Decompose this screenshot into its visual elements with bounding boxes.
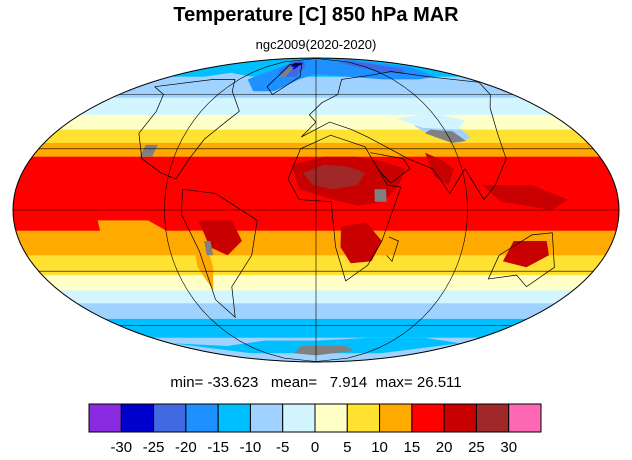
colorbar-box (411, 403, 445, 433)
colorbar-tick-label: 25 (468, 439, 485, 456)
colorbar-box (120, 403, 155, 433)
missing-data-patch (139, 144, 158, 157)
temperature-region (482, 185, 568, 210)
map-fill (13, 58, 619, 362)
temperature-region (198, 220, 242, 256)
colorbar-box (379, 403, 413, 433)
meridian-line (164, 58, 317, 362)
colorbar-tick-label: 15 (404, 439, 421, 456)
coastline (181, 188, 258, 319)
colorbar-tick-label: -30 (110, 439, 132, 456)
colorbar-tick-label: 10 (371, 439, 388, 456)
min-value: -33.623 (207, 374, 259, 391)
figure-title: Temperature [C] 850 hPa MAR (173, 4, 459, 26)
colorbar-tick-label: -25 (143, 439, 165, 456)
colorbar-tick-label: -15 (207, 439, 229, 456)
meridian-line (315, 58, 468, 362)
coastline (487, 232, 555, 288)
temperature-region (97, 220, 185, 256)
missing-data-regions (139, 66, 466, 356)
colorbar-tick-label: -5 (276, 439, 289, 456)
colorbar-box (153, 403, 187, 433)
missing-data-patch (204, 241, 214, 256)
colorbar-boxes (88, 403, 542, 433)
colorbar-box (249, 403, 284, 433)
colorbar-box (217, 403, 251, 433)
coastline (370, 152, 411, 184)
colorbar-tick-label: 5 (343, 439, 351, 456)
min-label: min= (170, 374, 204, 391)
missing-data-patch (374, 189, 387, 202)
mean-label: mean= (270, 374, 318, 391)
missing-data-patch (279, 66, 295, 77)
colorbar-box (282, 403, 316, 433)
colorbar-box (185, 403, 219, 433)
temperature-region (302, 164, 365, 190)
colorbar-tick-label: -10 (240, 439, 262, 456)
coastline (386, 236, 399, 262)
colorbar-box (88, 403, 122, 433)
coastline (287, 134, 402, 282)
coastline (266, 64, 303, 95)
max-value: 26.511 (416, 374, 462, 391)
missing-data-patch (294, 346, 353, 356)
colorbar-tick-label: 30 (500, 439, 517, 456)
mean-value: 7.914 (329, 374, 368, 391)
colorbar-tick-label: -20 (175, 439, 197, 456)
colorbar: -30 -25 -20 -15 -10 -5 0 5 10 15 20 25 30 (88, 403, 542, 456)
temperature-region (396, 113, 466, 130)
temperature-region (201, 72, 253, 92)
coastline (138, 79, 240, 180)
colorbar-box (314, 403, 348, 433)
max-label: max= (375, 374, 413, 391)
graticule (13, 58, 619, 362)
colorbar-tick-labels: -30 -25 -20 -15 -10 -5 0 5 10 15 20 25 30 (110, 439, 517, 456)
colorbar-box (475, 403, 510, 433)
figure-subtitle: ngc2009(2020-2020) (255, 37, 377, 52)
temperature-region (340, 222, 382, 264)
colorbar-box (346, 403, 381, 433)
colorbar-box (443, 403, 477, 433)
temperature-region (502, 241, 549, 268)
colorbar-tick-label: 0 (311, 439, 319, 456)
temperature-region (425, 152, 454, 186)
map-outline (12, 57, 620, 363)
missing-data-patch (424, 129, 466, 143)
colorbar-tick-label: 20 (436, 439, 453, 456)
stats-line: min= -33.623 mean= 7.914 max= 26.511 (0, 374, 632, 391)
temperature-map (12, 57, 620, 363)
colorbar-box (508, 403, 542, 433)
